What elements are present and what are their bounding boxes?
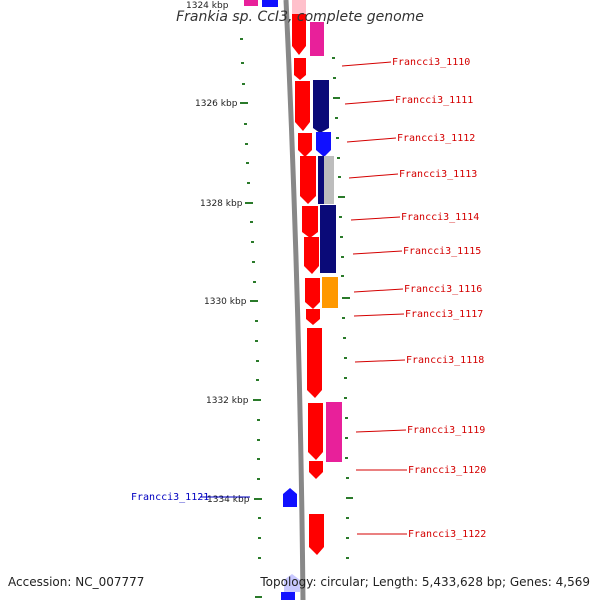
gene-label[interactable]: Francci3_1121 (131, 492, 209, 503)
gene-label[interactable]: Francci3_1110 (392, 57, 470, 68)
accession-text: Accession: NC_007777 (8, 575, 145, 589)
gene-column-inner (292, 0, 324, 555)
gene-feature[interactable] (309, 514, 324, 555)
gene-feature[interactable] (320, 205, 336, 273)
gene-label[interactable]: Francci3_1114 (401, 212, 479, 223)
gene-feature[interactable] (262, 0, 278, 7)
gene-feature[interactable] (300, 156, 316, 204)
gene-feature[interactable] (244, 0, 258, 6)
genome-backbone (283, 0, 306, 600)
gene-column-outer (244, 0, 342, 462)
gene-feature[interactable] (310, 22, 324, 56)
gene-label[interactable]: Francci3_1122 (408, 529, 486, 540)
gene-label[interactable]: Francci3_1119 (407, 425, 485, 436)
gene-feature[interactable] (308, 403, 323, 460)
gene-feature[interactable] (305, 278, 320, 309)
outer-tick-column (332, 57, 353, 559)
gene-feature[interactable] (304, 237, 319, 274)
gene-feature[interactable] (284, 574, 300, 592)
gene-label[interactable]: Francci3_1117 (405, 309, 483, 320)
gene-feature[interactable] (281, 592, 295, 600)
gene-label[interactable]: Francci3_1118 (406, 355, 484, 366)
gene-feature[interactable] (309, 461, 323, 479)
gene-feature[interactable] (322, 277, 338, 308)
gene-feature[interactable] (313, 80, 329, 133)
kbp-label: 1328 kbp (200, 199, 243, 209)
gene-feature[interactable] (306, 309, 320, 325)
inner-tick-column (240, 38, 262, 598)
topology-text: Topology: circular; Length: 5,433,628 bp… (260, 575, 590, 589)
gene-feature[interactable] (292, 0, 306, 14)
gene-feature[interactable] (326, 402, 342, 462)
gene-label[interactable]: Francci3_1115 (403, 246, 481, 257)
gene-feature[interactable] (302, 206, 318, 238)
kbp-label: 1334 kbp (207, 495, 250, 505)
gene-label[interactable]: Francci3_1113 (399, 169, 477, 180)
gene-feature[interactable] (294, 58, 306, 80)
gene-label[interactable]: Francci3_1111 (395, 95, 473, 106)
gene-feature[interactable] (295, 81, 310, 131)
gene-feature[interactable] (298, 133, 312, 157)
kbp-label: 1332 kbp (206, 396, 249, 406)
gene-feature[interactable] (316, 132, 331, 157)
map-title: Frankia sp. CcI3, complete genome (176, 9, 424, 25)
kbp-label: 1324 kbp (186, 1, 229, 11)
gene-label[interactable]: Francci3_1112 (397, 133, 475, 144)
gene-label[interactable]: Francci3_1116 (404, 284, 482, 295)
gene-label[interactable]: Francci3_1120 (408, 465, 486, 476)
gene-feature-francci3-1121[interactable] (283, 488, 297, 507)
label-leader-lines (200, 61, 407, 535)
gene-feature[interactable] (307, 328, 322, 398)
gene-feature[interactable] (292, 14, 306, 55)
gene-feature[interactable] (324, 156, 334, 204)
kbp-label: 1330 kbp (204, 297, 247, 307)
kbp-label: 1326 kbp (195, 99, 238, 109)
